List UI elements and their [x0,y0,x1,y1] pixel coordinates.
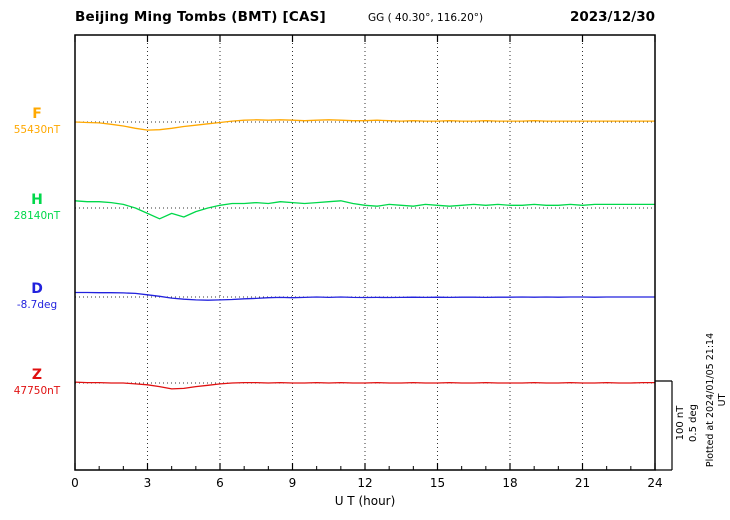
plotted-at-timestamp: Plotted at 2024/01/05 21:14 UT [705,332,728,468]
x-tick-label: 18 [502,476,518,490]
trace-letter-Z: Z [31,367,43,383]
x-tick-label: 24 [647,476,663,490]
x-tick-label: 12 [357,476,373,490]
trace-baseline-Z: 47750nT [13,384,61,397]
x-tick-label: 6 [216,476,224,490]
scale-bar-labels: 100 nT 0.5 deg [675,378,701,468]
trace-letter-H: H [31,192,43,208]
scale-bar-deg-label: 0.5 deg [687,404,699,442]
plot-date: 2023/12/30 [569,9,655,25]
x-tick-label: 3 [143,476,152,490]
trace-baseline-H: 28140nT [13,209,61,222]
trace-baseline-F: 55430nT [13,123,61,136]
x-axis-title: U T (hour) [334,494,396,508]
trace-label-Z: Z 47750nT [6,367,68,398]
trace-letter-D: D [31,281,43,297]
x-tick-label: 0 [71,476,79,490]
trace-label-H: H 28140nT [6,192,68,223]
x-tick-label: 9 [288,476,297,490]
scale-bar-nt-label: 100 nT [675,405,686,441]
trace-label-D: D -8.7deg [6,281,68,312]
geographic-coordinates: GG ( 40.30°, 116.20°) [368,12,484,24]
x-tick-label: 15 [429,476,446,490]
page-title: Beijing Ming Tombs (BMT) [CAS] [75,9,326,25]
trace-baseline-D: -8.7deg [16,298,58,311]
trace-letter-F: F [32,106,42,122]
x-tick-label: 21 [574,476,591,490]
trace-label-F: F 55430nT [6,106,68,137]
